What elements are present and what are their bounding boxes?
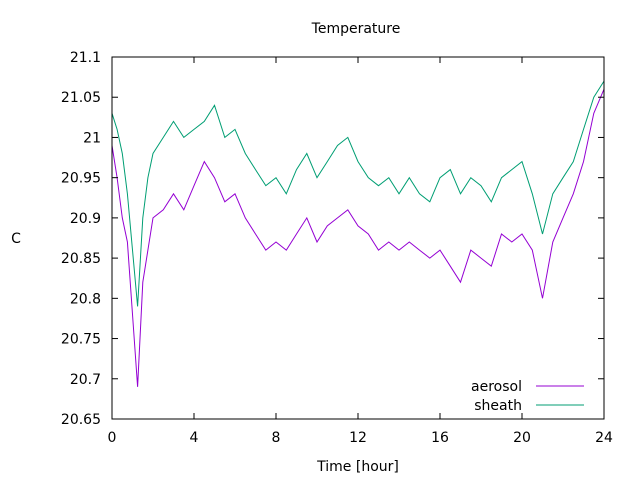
y-axis-label: C [11, 231, 21, 247]
y-tick-label: 20.9 [70, 211, 101, 227]
x-tick-label: 20 [513, 430, 531, 446]
x-tick-label: 24 [595, 430, 613, 446]
y-tick-label: 21.05 [61, 90, 101, 106]
series-line-sheath [111, 80, 605, 307]
x-tick-label: 12 [349, 430, 367, 446]
chart-title: Temperature [311, 21, 401, 37]
x-tick-label: 16 [431, 430, 449, 446]
x-tick-label: 0 [108, 430, 117, 446]
y-tick-label: 20.7 [70, 372, 101, 388]
y-tick-label: 20.8 [70, 291, 101, 307]
y-tick-label: 20.75 [61, 332, 101, 348]
y-tick-label: 21 [83, 130, 101, 146]
x-tick-label: 8 [272, 430, 281, 446]
y-tick-label: 20.65 [61, 412, 101, 428]
legend-label-sheath: sheath [474, 398, 522, 414]
series-line-aerosol [111, 89, 605, 387]
x-axis-label: Time [hour] [316, 459, 399, 475]
y-tick-label: 20.95 [61, 171, 101, 187]
data-series-group [111, 80, 605, 387]
y-tick-label: 21.1 [70, 50, 101, 66]
legend-label-aerosol: aerosol [471, 379, 522, 395]
axes-group: 20.65 20.7 20.75 20.8 20.85 20.9 20.95 21 21.05 2… [61, 50, 613, 446]
y-tick-label: 20.85 [61, 251, 101, 267]
x-tick-label: 4 [190, 430, 199, 446]
legend: aerosol sheath [471, 379, 584, 414]
